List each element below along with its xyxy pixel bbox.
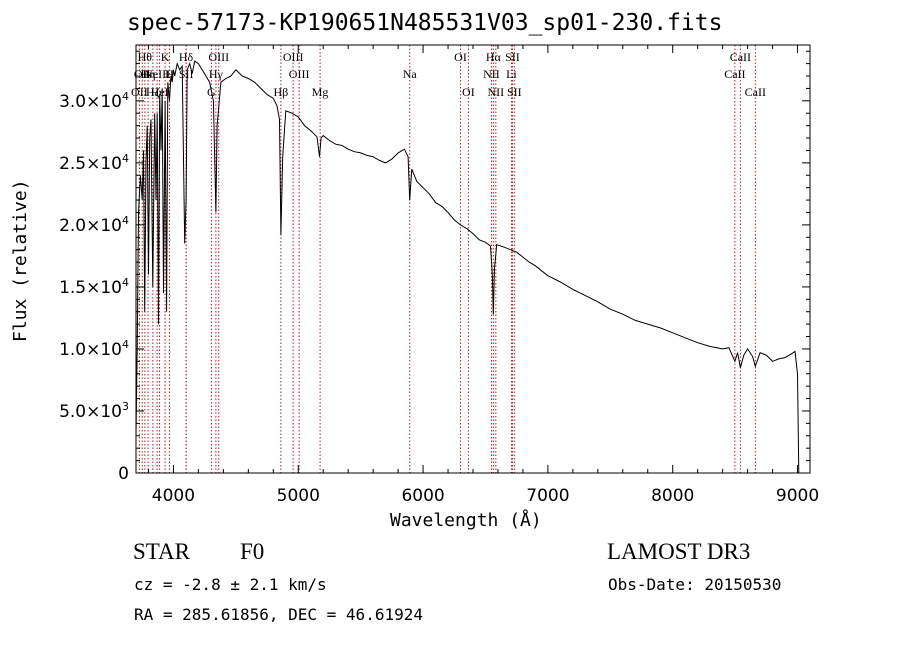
x-tick-label: 7000: [526, 486, 569, 506]
y-tick-label: 1.5×104: [59, 276, 129, 298]
x-axis: 4000 5000 6000 7000 8000 9000: [147, 45, 819, 506]
line-label-OII: OII: [134, 67, 151, 81]
line-label-OIII: OIII: [208, 50, 229, 64]
line-label-H: H: [165, 67, 174, 81]
line-label-Mg: Mg: [312, 85, 329, 99]
line-label-OI: OI: [462, 85, 475, 99]
line-label-Hγ: Hγ: [209, 67, 224, 81]
y-tick-label: 0: [118, 464, 129, 484]
line-label-CaII: CaII: [745, 85, 766, 99]
y-tick-label: 5.0×103: [59, 400, 129, 422]
y-axis: 0 5.0×103 1.0×104 1.5×104 2.0×104 2.5×104 3.0×…: [59, 50, 810, 484]
emission-line-labels: OIIOIIHθHηHζNeIIIHeIKHHδSIIGHγOIIIHβOIII…: [131, 50, 766, 99]
line-label-CaII: CaII: [730, 50, 751, 64]
line-label-Hα: Hα: [486, 50, 502, 64]
line-label-NII: NII: [488, 85, 505, 99]
emission-line-markers: [138, 45, 756, 473]
line-label-HeI: HeI: [151, 85, 169, 99]
y-tick-label: 2.5×104: [59, 152, 129, 174]
x-tick-label: 5000: [277, 486, 320, 506]
line-label-Hδ: Hδ: [179, 50, 194, 64]
line-label-NII: NII: [483, 67, 500, 81]
line-label-Hζ: Hζ: [146, 85, 160, 99]
line-label-K: K: [161, 50, 170, 64]
observation-date: Obs-Date: 20150530: [608, 575, 782, 594]
y-axis-label: Flux (relative): [10, 179, 31, 342]
line-label-Hθ: Hθ: [138, 50, 153, 64]
chart-title: spec-57173-KP190651N485531V03_sp01-230.f…: [127, 10, 723, 36]
line-label-OII: OII: [131, 85, 148, 99]
x-tick-label: 9000: [776, 486, 819, 506]
line-label-Hη: Hη: [141, 67, 156, 81]
line-label-OIII: OIII: [289, 67, 310, 81]
x-tick-label: 4000: [152, 486, 195, 506]
x-tick-label: 6000: [401, 486, 444, 506]
y-tick-label: 3.0×104: [59, 90, 129, 112]
line-label-Na: Na: [403, 67, 418, 81]
survey-name: LAMOST DR3: [607, 539, 751, 564]
line-label-OIII: OIII: [283, 50, 304, 64]
line-label-CaII: CaII: [724, 67, 745, 81]
y-tick-label: 1.0×104: [59, 338, 129, 360]
x-tick-label: 8000: [651, 486, 694, 506]
spectrum-series-line: [135, 60, 800, 474]
redshift-velocity: cz = -2.8 ± 2.1 km/s: [134, 575, 327, 594]
line-label-SII: SII: [507, 85, 522, 99]
subclass: F0: [240, 539, 265, 564]
plot-frame: [135, 44, 811, 474]
line-label-OI: OI: [454, 50, 467, 64]
object-type: STAR: [133, 539, 190, 564]
line-label-SII: SII: [505, 50, 520, 64]
line-label-Li: Li: [506, 67, 517, 81]
coordinates: RA = 285.61856, DEC = 46.61924: [134, 605, 423, 624]
y-tick-label: 2.0×104: [59, 214, 129, 236]
line-label-NeIII: NeIII: [144, 67, 170, 81]
line-label-Hβ: Hβ: [274, 85, 289, 99]
x-axis-label: Wavelength (Å): [390, 510, 542, 531]
